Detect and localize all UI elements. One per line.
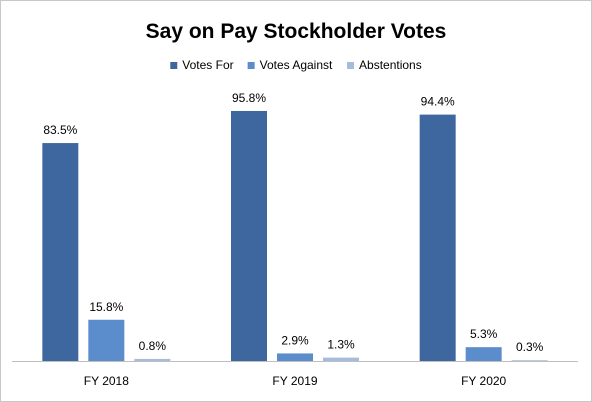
data-label-2-0: 94.4% [421,95,455,109]
x-tick-label-2: FY 2020 [461,374,506,388]
bar-0-0 [42,143,79,361]
bar-2-0 [419,114,456,361]
chart-title: Say on Pay Stockholder Votes [146,20,447,43]
bar-0-1 [88,319,125,361]
data-label-1-1: 2.9% [281,333,309,347]
bar-1-1 [277,353,313,361]
bar-1-0 [231,110,267,361]
data-label-1-2: 1.3% [327,338,355,352]
data-label-0-1: 15.8% [89,300,123,314]
x-tick-label-1: FY 2019 [272,374,317,388]
bar-2-2 [511,360,548,361]
legend-swatch-0 [170,62,178,69]
legend-label-0: Votes For [182,58,233,72]
legend-label-2: Abstentions [359,58,422,72]
legend-swatch-1 [247,62,255,69]
data-label-2-2: 0.3% [516,340,544,354]
bar-1-2 [323,357,359,361]
x-tick-label-0: FY 2018 [84,374,129,388]
legend-swatch-2 [347,62,355,69]
data-label-0-2: 0.8% [139,339,167,353]
data-label-2-1: 5.3% [470,327,498,341]
bar-0-2 [134,358,171,361]
data-label-0-0: 83.5% [43,123,77,137]
legend-label-1: Votes Against [260,58,333,72]
bar-2-1 [465,347,502,361]
data-label-1-0: 95.8% [232,91,266,105]
